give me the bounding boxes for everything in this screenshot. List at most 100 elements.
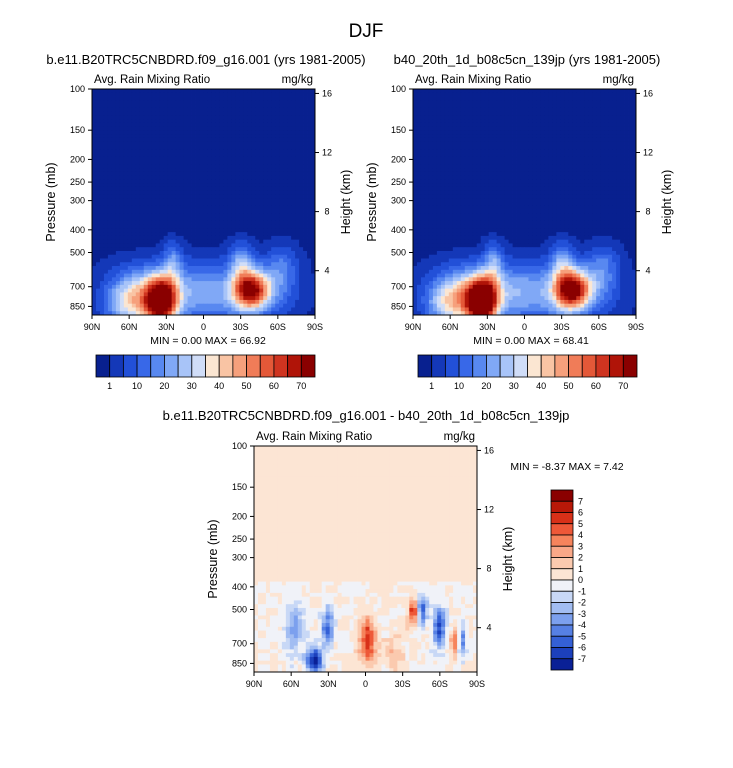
heatmap-cell <box>267 224 272 229</box>
heatmap-cell <box>187 137 192 143</box>
heatmap-cell <box>560 141 565 146</box>
heatmap-cell <box>95 220 101 225</box>
heatmap-cell <box>592 115 597 120</box>
heatmap-cell <box>275 183 280 188</box>
heatmap-cell <box>612 179 617 184</box>
heatmap-cell <box>159 126 165 131</box>
heatmap-cell <box>263 258 268 263</box>
heatmap-cell <box>167 235 173 241</box>
heatmap-cell <box>243 202 248 207</box>
heatmap-cell <box>576 145 581 150</box>
heatmap-cell <box>604 134 609 139</box>
heatmap-cell <box>167 258 173 263</box>
heatmap-cell <box>440 137 446 143</box>
heatmap-cell <box>183 307 188 312</box>
heatmap-cell <box>628 122 633 128</box>
heatmap-cell <box>163 213 169 218</box>
heatmap-cell <box>628 145 633 150</box>
heatmap-cell <box>279 247 284 252</box>
heatmap-cell <box>628 119 633 124</box>
heatmap-cell <box>255 220 260 225</box>
heatmap-cell <box>295 235 300 241</box>
heatmap-cell <box>123 266 129 271</box>
heatmap-cell <box>299 89 304 94</box>
heatmap-cell <box>231 164 236 169</box>
heatmap-cell <box>195 104 200 109</box>
heatmap-cell <box>556 164 561 169</box>
heatmap-cell <box>500 179 505 184</box>
heatmap-cell <box>540 175 545 180</box>
heatmap-cell <box>223 198 228 203</box>
heatmap-cell <box>307 296 312 301</box>
heatmap-cell <box>287 258 292 263</box>
heatmap-cell <box>271 277 276 282</box>
heatmap-cell <box>127 186 133 192</box>
heatmap-cell <box>552 168 557 173</box>
heatmap-cell <box>283 269 288 274</box>
heatmap-cell <box>448 107 454 112</box>
heatmap-cell <box>111 235 117 241</box>
heatmap-cell <box>488 186 494 192</box>
heatmap-cell <box>283 299 288 305</box>
heatmap-cell <box>428 107 434 112</box>
heatmap-cell <box>520 141 525 146</box>
heatmap-cell <box>235 202 240 207</box>
heatmap-cell <box>159 119 165 124</box>
heatmap-cell <box>211 164 216 169</box>
heatmap-cell <box>440 96 446 101</box>
heatmap-cell <box>263 288 268 293</box>
heatmap-cell <box>295 160 300 165</box>
heatmap-cell <box>231 281 236 286</box>
heatmap-cell <box>127 250 133 256</box>
heatmap-cell <box>235 243 240 248</box>
heatmap-cell <box>155 149 161 154</box>
heatmap-cell <box>428 175 434 180</box>
heatmap-cell <box>123 205 129 210</box>
heatmap-cell <box>620 137 625 143</box>
heatmap-cell <box>464 122 470 128</box>
heatmap-cell <box>255 213 260 218</box>
heatmap-cell <box>488 122 494 128</box>
heatmap-cell <box>163 89 169 94</box>
heatmap-cell <box>199 217 204 222</box>
heatmap-cell <box>452 156 458 161</box>
heatmap-cell <box>211 254 216 259</box>
heatmap-cell <box>303 156 308 161</box>
heatmap-cell <box>219 179 224 184</box>
heatmap-cell <box>119 250 125 256</box>
heatmap-cell <box>476 96 482 101</box>
heatmap-cell <box>127 179 133 184</box>
heatmap-cell <box>195 217 200 222</box>
heatmap-cell <box>580 107 585 112</box>
heatmap-cell <box>556 96 561 101</box>
heatmap-cell <box>247 209 252 214</box>
heatmap-cell <box>119 92 125 97</box>
heatmap-cell <box>175 258 181 263</box>
heatmap-cell <box>107 126 113 131</box>
heatmap-cell <box>167 239 173 244</box>
heatmap-cell <box>275 213 280 218</box>
heatmap-cell <box>452 122 458 128</box>
heatmap-cell <box>187 149 192 154</box>
heatmap-cell <box>123 130 129 135</box>
heatmap-cell <box>448 190 454 195</box>
heatmap-cell <box>187 194 192 199</box>
heatmap-cell <box>211 190 216 195</box>
heatmap-cell <box>303 107 308 112</box>
heatmap-cell <box>295 186 300 192</box>
heatmap-cell <box>283 266 288 271</box>
heatmap-cell <box>199 303 204 308</box>
heatmap-cell <box>413 190 418 195</box>
heatmap-cell <box>92 145 97 150</box>
heatmap-cell <box>271 303 276 308</box>
heatmap-cell <box>211 149 216 154</box>
heatmap-cell <box>480 179 486 184</box>
heatmap-cell <box>155 194 161 199</box>
heatmap-cell <box>219 96 224 101</box>
heatmap-cell <box>291 190 296 195</box>
heatmap-cell <box>179 299 184 305</box>
heatmap-cell <box>171 111 177 116</box>
panel-model-b: b40_20th_1d_b08c5cn_139jp (yrs 1981-2005… <box>365 52 674 391</box>
heatmap-cell <box>460 92 466 97</box>
heatmap-cell <box>632 107 637 112</box>
